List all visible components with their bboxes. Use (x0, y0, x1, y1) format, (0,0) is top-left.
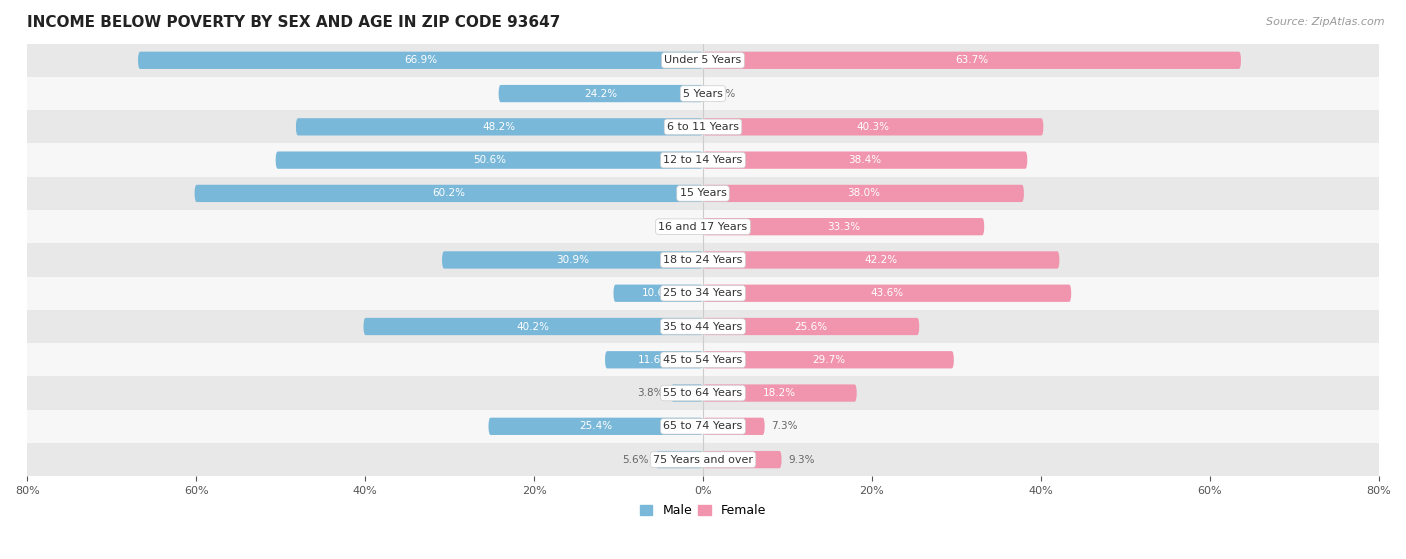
FancyBboxPatch shape (364, 318, 703, 335)
Text: 5 Years: 5 Years (683, 88, 723, 98)
Text: 75 Years and over: 75 Years and over (652, 454, 754, 465)
Text: 18 to 24 Years: 18 to 24 Years (664, 255, 742, 265)
Text: 42.2%: 42.2% (865, 255, 898, 265)
Bar (27, 77, 1379, 110)
Bar (27, 144, 1379, 177)
Bar (27, 343, 1379, 376)
FancyBboxPatch shape (655, 451, 703, 468)
Text: 40.2%: 40.2% (517, 321, 550, 331)
Bar (27, 443, 1379, 476)
Text: 45 to 54 Years: 45 to 54 Years (664, 355, 742, 365)
FancyBboxPatch shape (488, 418, 703, 435)
Text: 55 to 64 Years: 55 to 64 Years (664, 388, 742, 398)
Text: 43.6%: 43.6% (870, 288, 904, 299)
Text: 50.6%: 50.6% (472, 155, 506, 165)
FancyBboxPatch shape (703, 51, 1241, 69)
Text: 25 to 34 Years: 25 to 34 Years (664, 288, 742, 299)
Text: 48.2%: 48.2% (482, 122, 516, 132)
FancyBboxPatch shape (671, 385, 703, 402)
FancyBboxPatch shape (605, 351, 703, 368)
FancyBboxPatch shape (441, 252, 703, 269)
Text: 38.0%: 38.0% (846, 188, 880, 198)
Legend: Male, Female: Male, Female (636, 499, 770, 522)
Text: 6 to 11 Years: 6 to 11 Years (666, 122, 740, 132)
FancyBboxPatch shape (703, 218, 984, 235)
FancyBboxPatch shape (703, 418, 765, 435)
Text: 24.2%: 24.2% (585, 88, 617, 98)
Bar (27, 277, 1379, 310)
Text: INCOME BELOW POVERTY BY SEX AND AGE IN ZIP CODE 93647: INCOME BELOW POVERTY BY SEX AND AGE IN Z… (27, 15, 561, 30)
Text: 12 to 14 Years: 12 to 14 Years (664, 155, 742, 165)
Text: Source: ZipAtlas.com: Source: ZipAtlas.com (1267, 17, 1385, 27)
Text: 16 and 17 Years: 16 and 17 Years (658, 222, 748, 231)
FancyBboxPatch shape (613, 285, 703, 302)
Text: 15 Years: 15 Years (679, 188, 727, 198)
Bar (27, 410, 1379, 443)
FancyBboxPatch shape (194, 185, 703, 202)
Text: 65 to 74 Years: 65 to 74 Years (664, 421, 742, 432)
FancyBboxPatch shape (276, 151, 703, 169)
Text: 7.3%: 7.3% (772, 421, 799, 432)
Bar (27, 44, 1379, 77)
Text: 40.3%: 40.3% (856, 122, 890, 132)
FancyBboxPatch shape (703, 151, 1028, 169)
Text: 29.7%: 29.7% (811, 355, 845, 365)
FancyBboxPatch shape (703, 185, 1024, 202)
FancyBboxPatch shape (703, 285, 1071, 302)
Text: 18.2%: 18.2% (763, 388, 796, 398)
FancyBboxPatch shape (703, 118, 1043, 135)
FancyBboxPatch shape (295, 118, 703, 135)
Text: 0.0%: 0.0% (710, 88, 735, 98)
Text: 10.6%: 10.6% (641, 288, 675, 299)
Text: 25.4%: 25.4% (579, 421, 612, 432)
Bar (27, 177, 1379, 210)
Text: Under 5 Years: Under 5 Years (665, 55, 741, 65)
FancyBboxPatch shape (703, 451, 782, 468)
Text: 25.6%: 25.6% (794, 321, 828, 331)
Text: 0.0%: 0.0% (671, 222, 696, 231)
FancyBboxPatch shape (703, 318, 920, 335)
Bar (27, 376, 1379, 410)
FancyBboxPatch shape (703, 351, 953, 368)
Text: 63.7%: 63.7% (956, 55, 988, 65)
Text: 60.2%: 60.2% (432, 188, 465, 198)
Text: 3.8%: 3.8% (638, 388, 664, 398)
FancyBboxPatch shape (703, 385, 856, 402)
Text: 33.3%: 33.3% (827, 222, 860, 231)
FancyBboxPatch shape (138, 51, 703, 69)
Bar (27, 310, 1379, 343)
Bar (27, 243, 1379, 277)
Text: 66.9%: 66.9% (404, 55, 437, 65)
Text: 35 to 44 Years: 35 to 44 Years (664, 321, 742, 331)
Text: 30.9%: 30.9% (555, 255, 589, 265)
Text: 9.3%: 9.3% (789, 454, 815, 465)
Text: 38.4%: 38.4% (849, 155, 882, 165)
Bar (27, 110, 1379, 144)
Bar (27, 210, 1379, 243)
Text: 5.6%: 5.6% (623, 454, 650, 465)
FancyBboxPatch shape (703, 252, 1059, 269)
FancyBboxPatch shape (499, 85, 703, 102)
Text: 11.6%: 11.6% (637, 355, 671, 365)
